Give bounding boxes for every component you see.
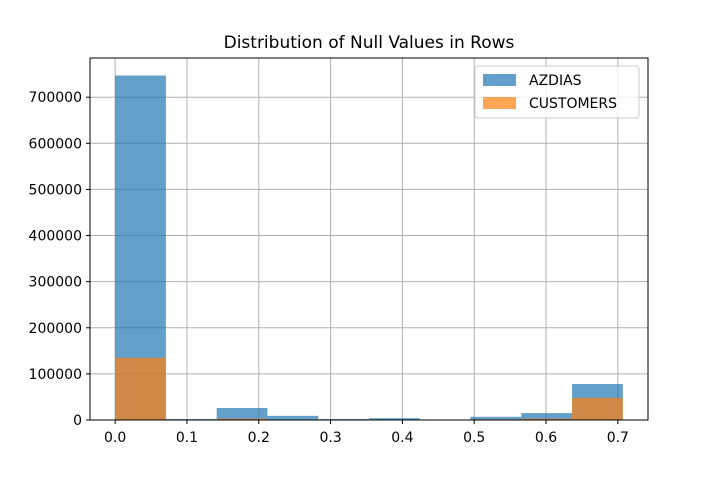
x-tick-label: 0.4 — [391, 430, 413, 446]
azdias-bar — [216, 408, 268, 420]
y-tick-label: 600000 — [29, 136, 82, 152]
azdias-bar — [369, 418, 420, 420]
y-tick-label: 700000 — [29, 90, 82, 106]
y-tick-label: 500000 — [29, 182, 82, 198]
legend-swatch — [483, 97, 516, 109]
y-tick-label: 100000 — [29, 367, 82, 383]
axes: 0.0 0.1 0.2 0.3 0.4 0.5 0.6 0.7 0 100000 200000 300… — [29, 90, 629, 446]
x-tick-label: 0.1 — [176, 430, 198, 446]
x-tick-label: 0.2 — [248, 430, 270, 446]
customers-bar — [216, 418, 268, 420]
y-tick-label: 400000 — [29, 229, 82, 245]
x-tick-label: 0.6 — [535, 430, 557, 446]
x-tick-label: 0.3 — [319, 430, 341, 446]
plot-frame — [89, 57, 649, 421]
azdias-bar — [470, 416, 522, 420]
x-tick-label: 0.0 — [104, 430, 126, 446]
x-tick-label: 0.5 — [463, 430, 485, 446]
azdias-bar — [267, 415, 319, 420]
legend-label: AZDIAS — [529, 73, 582, 89]
bars — [115, 75, 623, 421]
x-tick-label: 0.7 — [607, 430, 629, 446]
legend-swatch — [483, 74, 516, 86]
customers-bar — [115, 357, 166, 420]
azdias-bar — [521, 413, 573, 420]
y-tick-label: 0 — [73, 413, 82, 429]
chart-title: Distribution of Null Values in Rows — [224, 33, 515, 53]
legend-label: CUSTOMERS — [529, 96, 617, 112]
y-tick-label: 200000 — [29, 321, 82, 337]
customers-bar — [572, 397, 623, 420]
grid — [90, 58, 648, 421]
legend: AZDIAS CUSTOMERS — [474, 65, 640, 119]
customers-bar — [521, 418, 573, 420]
y-tick-label: 300000 — [29, 275, 82, 291]
